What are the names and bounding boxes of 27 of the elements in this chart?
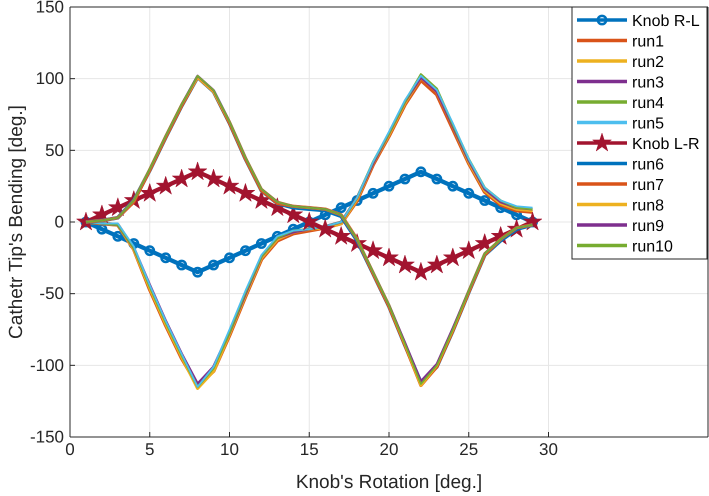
- y-tick-label: 100: [36, 69, 64, 88]
- x-axis-title: Knob's Rotation [deg.]: [296, 472, 482, 493]
- legend-label: run8: [632, 198, 664, 214]
- x-tick-label: 20: [380, 440, 398, 460]
- x-tick-label: 25: [459, 440, 478, 460]
- legend-label: run1: [632, 34, 664, 50]
- legend-label: Knob L-R: [632, 136, 700, 153]
- legend-label: run5: [632, 116, 664, 132]
- x-tick-label: 15: [300, 440, 319, 460]
- legend-label: run3: [632, 74, 664, 92]
- x-tick-label: 10: [220, 440, 239, 460]
- y-tick-label: -150: [30, 427, 64, 446]
- legend-label: run6: [632, 156, 664, 174]
- y-tick-label: 0: [54, 212, 64, 232]
- legend-label: Knob R-L: [632, 13, 700, 30]
- legend-label: run10: [632, 238, 674, 256]
- y-tick-label: 50: [45, 140, 64, 160]
- y-axis-title: Cathetr Tip's Bending [deg.]: [6, 105, 27, 339]
- x-tick-label: 30: [539, 440, 558, 460]
- legend-label: run2: [632, 54, 664, 71]
- legend-label: run4: [632, 95, 664, 112]
- y-tick-label: -50: [39, 284, 64, 304]
- legend-label: run7: [632, 177, 664, 194]
- y-tick-label: 150: [36, 0, 64, 16]
- x-tick-label: 5: [145, 440, 154, 460]
- y-tick-label: -100: [30, 356, 64, 375]
- legend-label: run9: [632, 218, 664, 235]
